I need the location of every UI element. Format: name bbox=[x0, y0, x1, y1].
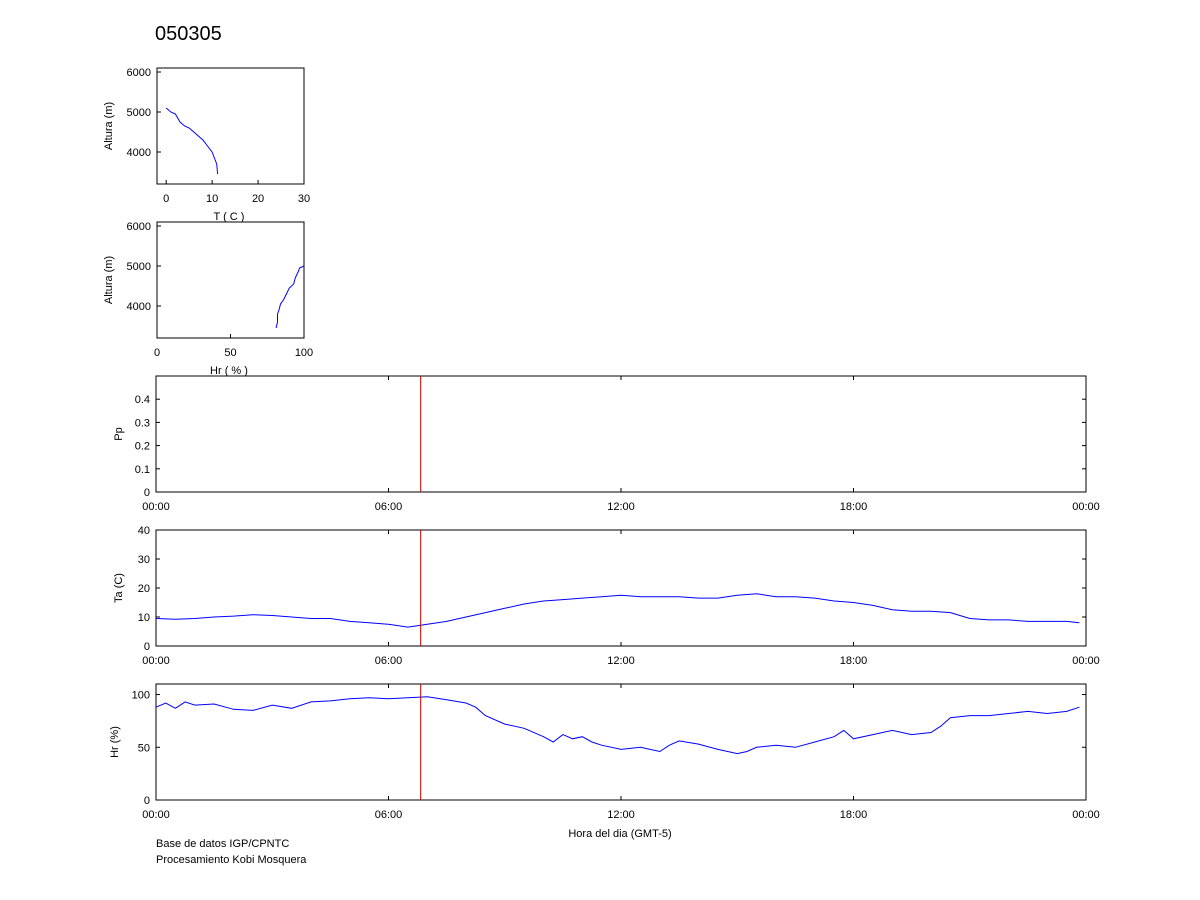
air-temperature-panel: 00:00 06:00 12:00 18:00 00:00 0 10 20 30 40 Ta (C) bbox=[113, 525, 1100, 667]
credit-line-processing: Procesamiento Kobi Mosquera bbox=[156, 854, 307, 866]
y-tick-label: 6000 bbox=[127, 67, 151, 79]
x-tick-label: 00:00 bbox=[1072, 655, 1100, 667]
x-axis-label: T ( C ) bbox=[214, 211, 245, 223]
x-tick-label: 12:00 bbox=[607, 809, 635, 821]
x-tick-label: 06:00 bbox=[375, 655, 403, 667]
y-tick-label: 0 bbox=[144, 487, 150, 499]
y-axis-label: Altura (m) bbox=[103, 256, 115, 304]
figure-title: 050305 bbox=[155, 23, 222, 45]
y-axis-label: Pp bbox=[113, 427, 125, 440]
y-axis-label: Hr (%) bbox=[109, 726, 121, 758]
plot-frame bbox=[155, 529, 1087, 647]
y-tick-label: 100 bbox=[132, 690, 150, 702]
x-tick-label: 100 bbox=[295, 347, 313, 359]
y-tick-label: 50 bbox=[138, 742, 150, 754]
y-tick-label: 0.4 bbox=[135, 394, 150, 406]
x-tick-label: 30 bbox=[298, 193, 310, 205]
series-line bbox=[155, 696, 1080, 755]
y-tick-label: 20 bbox=[138, 583, 150, 595]
temperature-profile-panel: 0 10 20 30 4000 5000 6000 T ( C ) Altura (m) bbox=[103, 67, 310, 223]
y-tick-label: 40 bbox=[138, 525, 150, 537]
x-tick-label: 18:00 bbox=[840, 809, 868, 821]
x-tick-label: 50 bbox=[224, 347, 236, 359]
precipitation-panel: 00:00 06:00 12:00 18:00 00:00 0 0.1 0.2 0.3 0.4 Pp bbox=[113, 375, 1100, 513]
y-axis-label: Altura (m) bbox=[103, 102, 115, 150]
x-tick-label: 12:00 bbox=[607, 501, 635, 513]
plot-frame bbox=[156, 67, 305, 185]
x-tick-label: 10 bbox=[206, 193, 218, 205]
x-tick-label: 00:00 bbox=[1072, 501, 1100, 513]
x-tick-label: 00:00 bbox=[1072, 809, 1100, 821]
y-tick-label: 4000 bbox=[127, 301, 151, 313]
x-tick-label: 18:00 bbox=[840, 501, 868, 513]
y-tick-label: 0.2 bbox=[135, 441, 150, 453]
y-tick-label: 10 bbox=[138, 612, 150, 624]
relative-humidity-panel: 00:00 06:00 12:00 18:00 00:00 0 50 100 Hora del … bbox=[109, 683, 1100, 840]
y-tick-label: 0 bbox=[144, 641, 150, 653]
y-tick-label: 6000 bbox=[127, 221, 151, 233]
series-line bbox=[165, 107, 219, 175]
series-line bbox=[155, 593, 1080, 628]
x-tick-label: 0 bbox=[163, 193, 169, 205]
x-tick-label: 00:00 bbox=[142, 809, 170, 821]
plot-frame bbox=[155, 683, 1087, 801]
x-tick-label: 00:00 bbox=[142, 501, 170, 513]
x-axis-label: Hr ( % ) bbox=[210, 365, 248, 377]
x-tick-label: 0 bbox=[154, 347, 160, 359]
x-tick-label: 06:00 bbox=[375, 501, 403, 513]
x-tick-label: 00:00 bbox=[142, 655, 170, 667]
plot-frame bbox=[155, 375, 1087, 493]
humidity-profile-panel: 0 50 100 4000 5000 6000 Hr ( % ) Altura (m) bbox=[103, 221, 313, 377]
x-tick-label: 06:00 bbox=[375, 809, 403, 821]
y-tick-label: 4000 bbox=[127, 147, 151, 159]
y-tick-label: 5000 bbox=[127, 107, 151, 119]
y-tick-label: 30 bbox=[138, 554, 150, 566]
y-tick-label: 0 bbox=[144, 795, 150, 807]
series-line bbox=[275, 265, 305, 329]
credit-line-database: Base de datos IGP/CPNTC bbox=[156, 838, 290, 850]
x-tick-label: 12:00 bbox=[607, 655, 635, 667]
x-axis-label: Hora del dia (GMT-5) bbox=[568, 828, 671, 840]
x-tick-label: 18:00 bbox=[840, 655, 868, 667]
plot-frame bbox=[156, 221, 305, 339]
y-tick-label: 0.3 bbox=[135, 417, 150, 429]
y-axis-label: Ta (C) bbox=[113, 573, 125, 603]
y-tick-label: 5000 bbox=[127, 261, 151, 273]
x-tick-label: 20 bbox=[252, 193, 264, 205]
y-tick-label: 0.1 bbox=[135, 464, 150, 476]
